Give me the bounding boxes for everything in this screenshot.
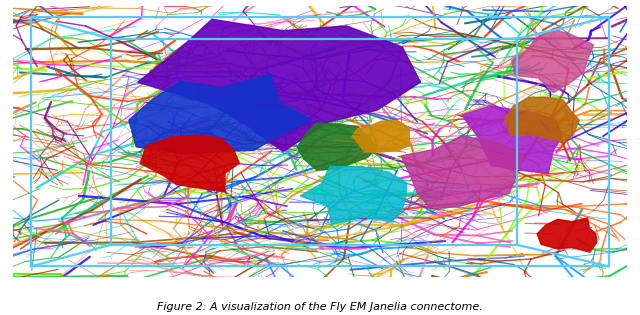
Polygon shape [352, 121, 410, 152]
Polygon shape [300, 166, 406, 224]
Polygon shape [512, 29, 593, 93]
Polygon shape [298, 123, 378, 170]
Polygon shape [129, 74, 312, 154]
Polygon shape [401, 136, 524, 209]
Polygon shape [537, 218, 597, 252]
Polygon shape [461, 106, 562, 173]
Polygon shape [138, 19, 420, 152]
Polygon shape [505, 97, 579, 142]
Text: Figure 2: A visualization of the Fly EM Janelia connectome.: Figure 2: A visualization of the Fly EM … [157, 302, 483, 312]
Polygon shape [140, 135, 239, 192]
